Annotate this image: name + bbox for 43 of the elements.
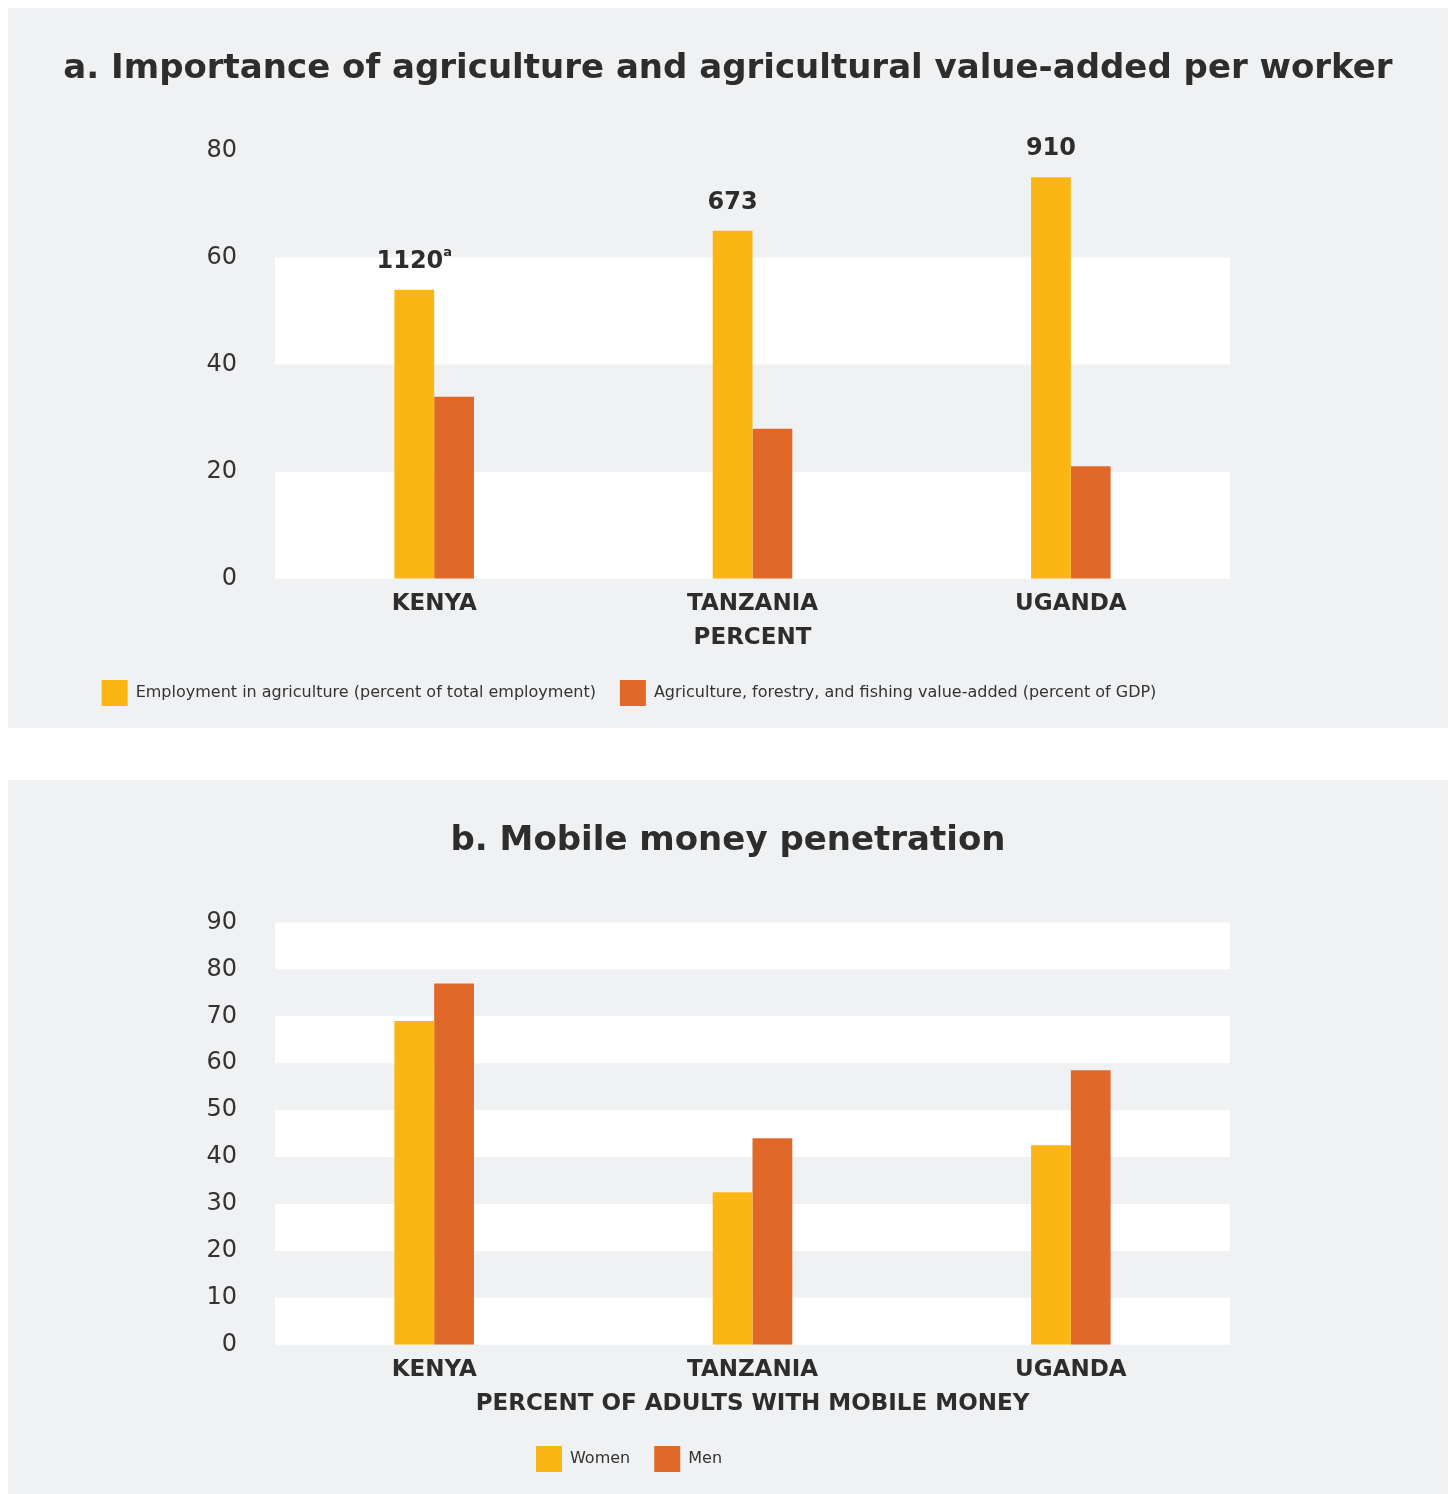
x-tick-label: KENYA <box>391 588 477 615</box>
legend-label: Men <box>688 1448 723 1468</box>
bar <box>712 1192 753 1345</box>
x-tick-label: UGANDA <box>1015 588 1127 615</box>
legend-label: Employment in agriculture (percent of total employment) <box>135 682 596 702</box>
bar <box>434 396 474 579</box>
x-axis-title: PERCENT <box>693 623 812 650</box>
bar <box>752 1138 793 1345</box>
bar <box>1031 1145 1071 1345</box>
bar <box>712 230 753 579</box>
y-tick-label: 40 <box>206 1141 237 1170</box>
annotation: 673 <box>707 186 758 215</box>
bar <box>394 289 435 579</box>
annotation: 910 <box>1025 133 1076 162</box>
y-tick-label: 60 <box>206 241 237 270</box>
y-tick-label: 90 <box>206 906 237 935</box>
x-tick-label: UGANDA <box>1015 1354 1127 1381</box>
y-tick-label: 20 <box>206 455 237 484</box>
y-tick-label: 0 <box>221 1329 237 1358</box>
y-tick-label: 60 <box>206 1047 237 1076</box>
y-tick-label: 80 <box>206 953 237 982</box>
bar <box>434 983 474 1345</box>
y-tick-label: 40 <box>206 348 237 377</box>
y-tick-label: 50 <box>206 1094 237 1123</box>
bar <box>394 1020 435 1345</box>
x-tick-label: TANZANIA <box>686 588 819 615</box>
y-tick-label: 10 <box>206 1282 237 1311</box>
legend-label: Women <box>569 1448 631 1468</box>
chart-title: b. Mobile money penetration <box>449 817 1007 860</box>
bar <box>1031 177 1071 579</box>
y-tick-label: 30 <box>206 1188 237 1217</box>
y-tick-label: 70 <box>206 1000 237 1029</box>
y-tick-label: 20 <box>206 1235 237 1264</box>
x-axis-title: PERCENT OF ADULTS WITH MOBILE MONEY <box>475 1389 1030 1416</box>
y-tick-label: 80 <box>206 134 237 163</box>
y-tick-label: 0 <box>221 563 237 592</box>
legend-label: Agriculture, forestry, and fishing value-added (percent of GDP) <box>653 682 1157 702</box>
bar <box>1070 1070 1111 1345</box>
bar <box>1070 466 1111 579</box>
bar <box>752 428 793 579</box>
x-tick-label: TANZANIA <box>686 1354 819 1381</box>
x-tick-label: KENYA <box>391 1354 477 1381</box>
chart-title: a. Importance of agriculture and agricultural value-added per worker <box>62 45 1394 88</box>
